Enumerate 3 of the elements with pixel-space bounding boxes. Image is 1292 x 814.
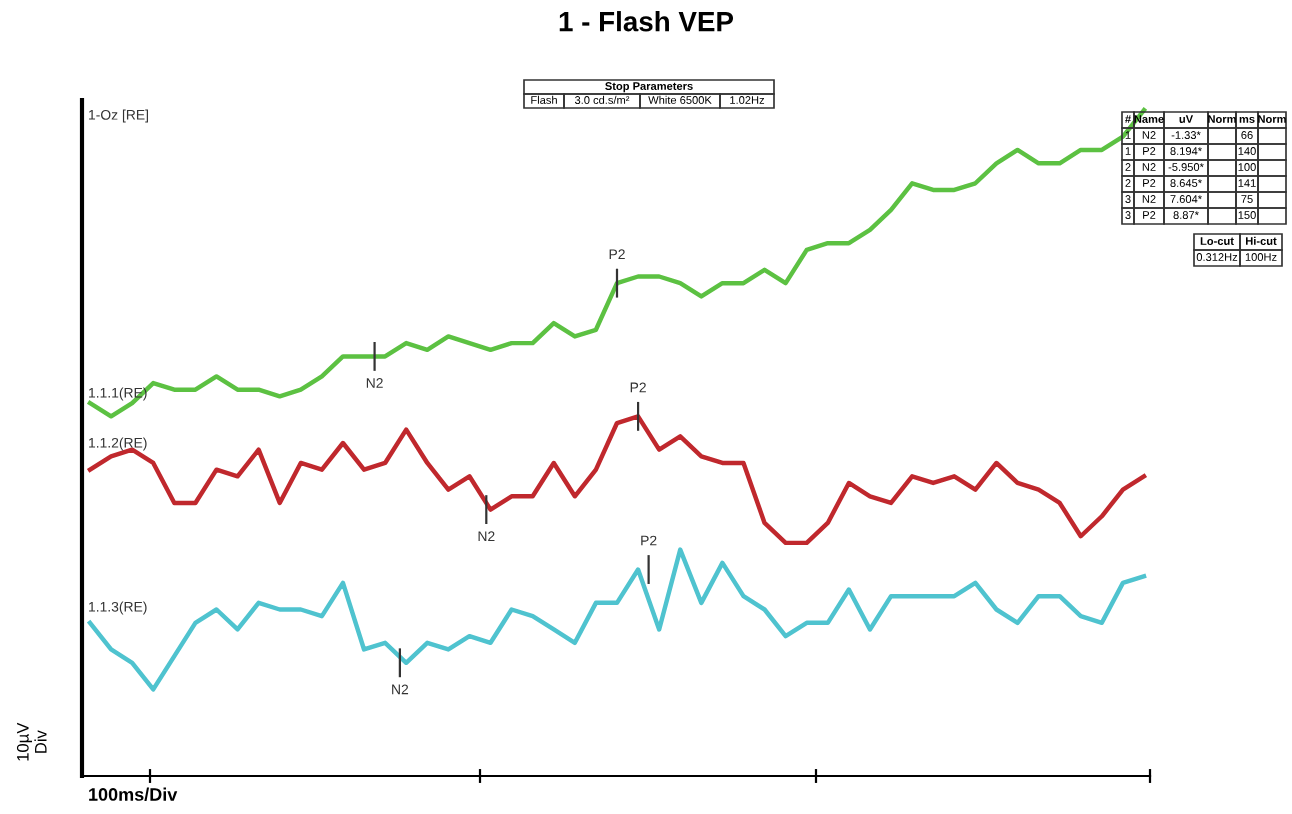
y-axis-title: 10µV Div (16, 722, 47, 761)
text: 100ms/Div (89, 787, 178, 802)
chart-title: 1 - Flash VEP (559, 11, 734, 32)
